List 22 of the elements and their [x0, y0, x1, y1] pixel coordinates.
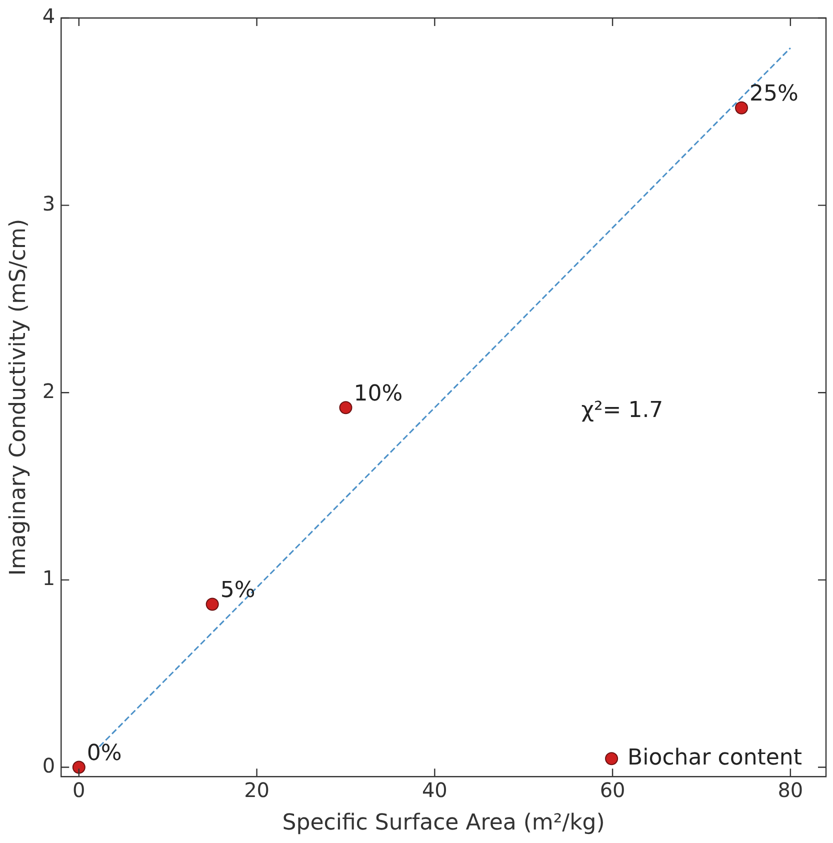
annotation: 25%: [750, 82, 798, 107]
x-axis-title: Specific Surface Area (m²/kg): [282, 810, 605, 836]
x-tick-label: 60: [600, 778, 626, 802]
annotation: 10%: [354, 381, 403, 406]
legend-label: Biochar content: [628, 745, 802, 770]
point: [72, 760, 86, 774]
x-tick-label: 40: [422, 778, 448, 802]
annotation: χ²= 1.7: [581, 398, 664, 423]
y-tick-label: 3: [42, 192, 56, 216]
x-tick-label: 0: [72, 778, 86, 802]
annotation: 5%: [220, 578, 256, 603]
y-tick-label: 4: [42, 4, 56, 28]
point: [206, 598, 219, 611]
x-tick-label: 20: [244, 778, 270, 802]
y-tick-label: 1: [42, 566, 56, 590]
y-tick-label: 2: [42, 378, 56, 403]
x-tick-label: 80: [778, 778, 804, 802]
annotation: 0%: [86, 740, 122, 766]
y-axis-title: Imaginary Conductivity (mS/cm): [6, 218, 31, 576]
y-tick-label: 0: [42, 753, 56, 778]
point: [339, 401, 352, 414]
point: [735, 101, 748, 114]
